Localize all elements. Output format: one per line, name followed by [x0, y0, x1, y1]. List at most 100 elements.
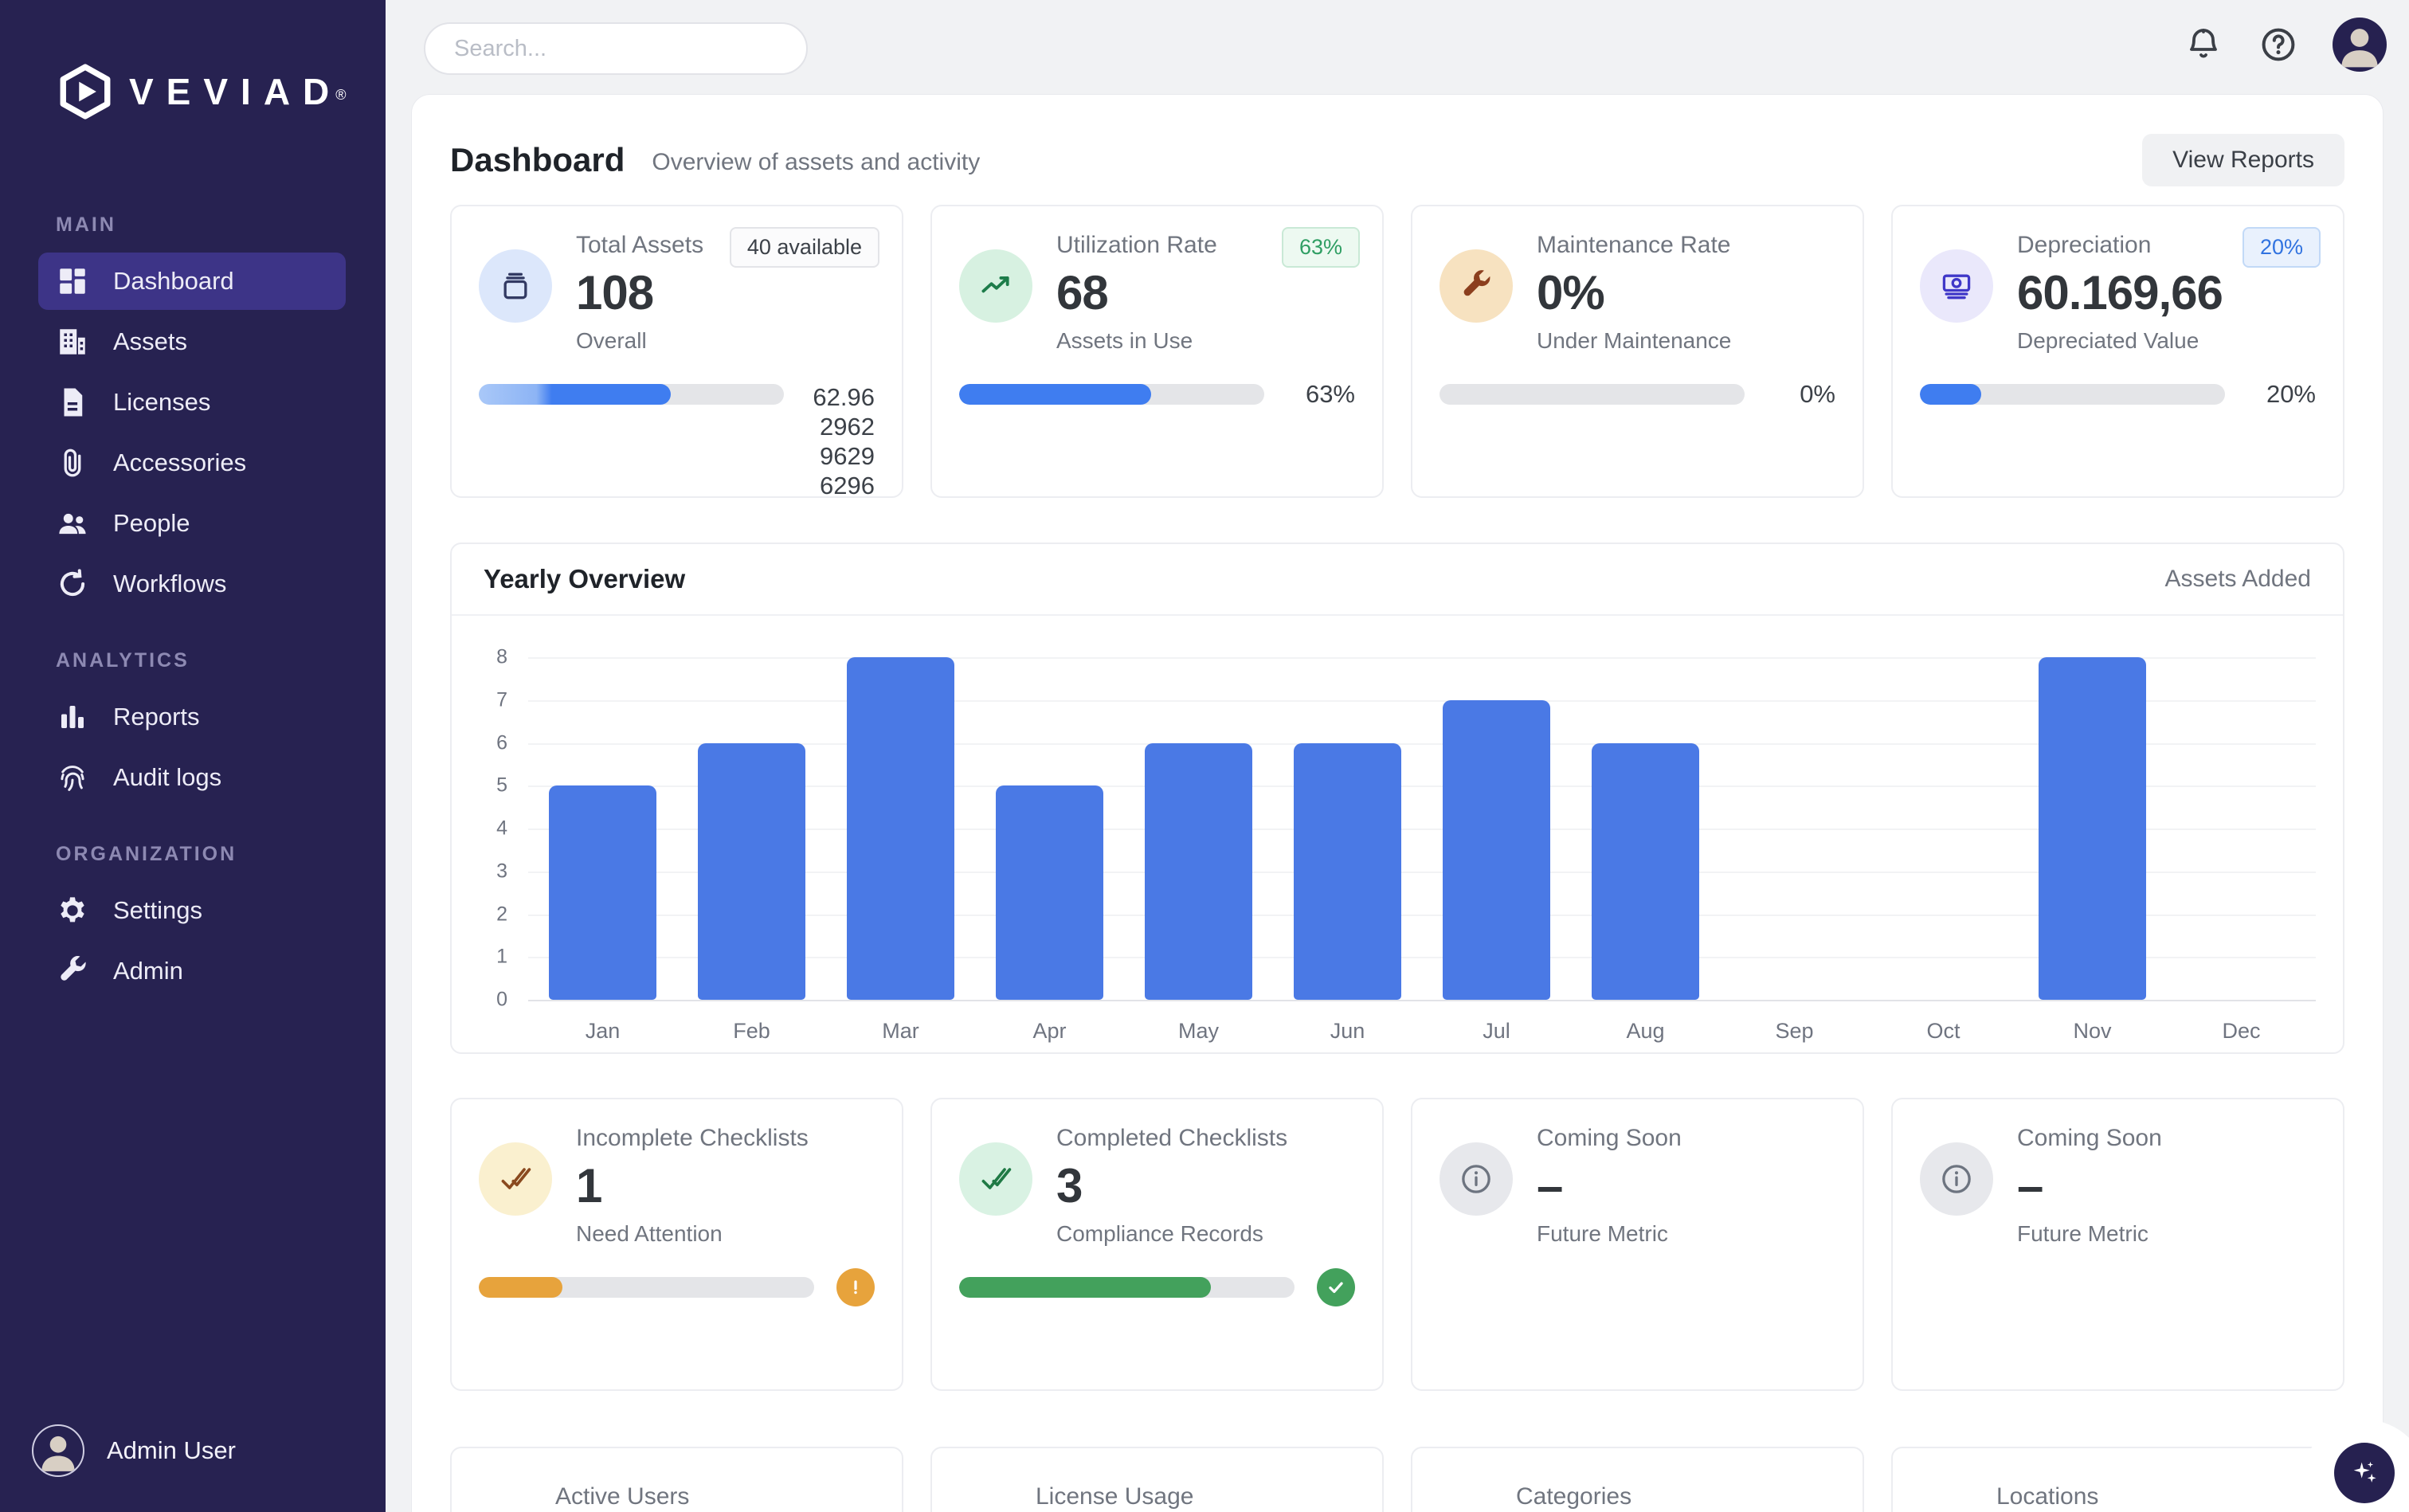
search-input[interactable] — [424, 22, 808, 75]
card-title: Maintenance Rate — [1537, 232, 1731, 259]
sidebar-item-workflows[interactable]: Workflows — [38, 555, 346, 613]
sidebar-item-assets[interactable]: Assets — [38, 313, 346, 370]
progress-value-label: 0% — [1765, 382, 1835, 406]
chart-y-tick-label: 7 — [496, 688, 507, 711]
chart-bar-may[interactable] — [1145, 743, 1252, 1001]
sidebar-item-label: People — [113, 509, 190, 538]
progress-track — [959, 1277, 1295, 1298]
chart-bar-nov[interactable] — [2039, 657, 2146, 1000]
card-title: Incomplete Checklists — [576, 1125, 809, 1152]
card-title: Depreciation — [2017, 232, 2223, 259]
bar-chart-icon — [56, 700, 89, 734]
card-sublabel: Need Attention — [576, 1221, 809, 1247]
user-avatar — [32, 1424, 84, 1477]
card-value: – — [1537, 1158, 1682, 1213]
chart-plot-area: 012345678 — [528, 627, 2316, 1000]
assistant-fab-button[interactable] — [2334, 1443, 2395, 1503]
logo-text: VEVIAD — [129, 71, 342, 112]
progress-fill — [959, 384, 1151, 405]
chart-bar-mar[interactable] — [847, 657, 954, 1000]
sidebar-user[interactable]: Admin User — [0, 1424, 386, 1512]
logo-registered-mark: ® — [335, 87, 346, 103]
stat-cards-row: 40 availableTotal Assets108Overall62.962… — [450, 205, 2344, 498]
notifications-bell-icon[interactable] — [2183, 24, 2224, 65]
sidebar-item-audit-logs[interactable]: Audit logs — [38, 749, 346, 806]
banknote-icon — [1920, 249, 1993, 323]
page-title: Dashboard — [450, 141, 625, 179]
chart-header: Yearly Overview Assets Added — [452, 544, 2343, 616]
progress-fill — [479, 384, 671, 405]
profile-avatar[interactable] — [2333, 18, 2387, 72]
sidebar-item-admin[interactable]: Admin — [38, 942, 346, 1000]
chart-x-tick-label: Apr — [975, 1013, 1124, 1044]
bar-slot-nov — [2018, 627, 2167, 1000]
sidebar-item-label: Reports — [113, 703, 200, 731]
sparkles-icon — [2348, 1457, 2380, 1489]
topbar-actions — [2183, 18, 2387, 72]
progress-row — [479, 1275, 875, 1306]
progress-track — [479, 384, 784, 405]
view-reports-button[interactable]: View Reports — [2142, 134, 2344, 186]
chart-y-tick-label: 3 — [496, 860, 507, 883]
info-icon — [1920, 1142, 1993, 1216]
people-icon — [56, 507, 89, 540]
chart-x-tick-label: Jun — [1273, 1013, 1422, 1044]
file-icon — [56, 386, 89, 419]
chart-bar-jun[interactable] — [1294, 743, 1401, 1001]
progress-track — [1440, 384, 1745, 405]
sidebar-item-label: Dashboard — [113, 267, 234, 296]
stat-card-total-assets: 40 availableTotal Assets108Overall62.962… — [450, 205, 903, 498]
progress-row: 63% — [959, 382, 1355, 406]
card-title: License Usage — [1036, 1483, 1355, 1510]
bar-slot-sep — [1720, 627, 1869, 1000]
chart-bar-jul[interactable] — [1443, 700, 1550, 1000]
yearly-overview-chart: Yearly Overview Assets Added 012345678 J… — [450, 543, 2344, 1054]
sidebar-item-people[interactable]: People — [38, 495, 346, 552]
check-circle-icon — [1317, 1268, 1355, 1306]
summary-card-active-users: Active Users4/4 — [450, 1447, 903, 1512]
card-title: Utilization Rate — [1056, 232, 1217, 259]
sidebar-item-dashboard[interactable]: Dashboard — [38, 253, 346, 310]
gear-icon — [56, 894, 89, 927]
chart-x-tick-label: May — [1124, 1013, 1273, 1044]
user-name: Admin User — [107, 1436, 236, 1465]
card-value: 0% — [1537, 265, 1731, 320]
progress-track — [1920, 384, 2225, 405]
chart-y-tick-label: 4 — [496, 817, 507, 840]
trend-up-icon — [959, 249, 1032, 323]
chart-x-tick-label: Jul — [1422, 1013, 1571, 1044]
sidebar-item-label: Settings — [113, 896, 202, 925]
progress-value-label: 63% — [1285, 382, 1355, 406]
summary-card-license-usage: License Usage0/0 — [930, 1447, 1384, 1512]
sidebar-item-licenses[interactable]: Licenses — [38, 374, 346, 431]
card-badge: 40 available — [730, 227, 879, 268]
stat-card-depreciation: 20%Depreciation60.169,66Depreciated Valu… — [1891, 205, 2344, 498]
chart-x-axis: JanFebMarAprMayJunJulAugSepOctNovDec — [528, 1013, 2316, 1044]
chart-bar-jan[interactable] — [549, 785, 656, 1000]
bar-slot-may — [1124, 627, 1273, 1000]
progress-row: 0% — [1440, 382, 1835, 406]
chart-gridline — [528, 1000, 2316, 1001]
summary-card-locations: Locations1 — [1891, 1447, 2344, 1512]
bar-slot-jun — [1273, 627, 1422, 1000]
sidebar-item-label: Assets — [113, 327, 187, 356]
chart-bars — [528, 627, 2316, 1000]
bar-slot-jan — [528, 627, 677, 1000]
card-sublabel: Assets in Use — [1056, 328, 1217, 354]
chart-bar-feb[interactable] — [698, 743, 805, 1001]
chart-bar-aug[interactable] — [1592, 743, 1699, 1001]
help-icon[interactable] — [2258, 24, 2299, 65]
sidebar-item-settings[interactable]: Settings — [38, 882, 346, 939]
chart-x-tick-label: Mar — [826, 1013, 975, 1044]
sidebar-item-accessories[interactable]: Accessories — [38, 434, 346, 492]
card-title: Categories — [1516, 1483, 1835, 1510]
sidebar-item-reports[interactable]: Reports — [38, 688, 346, 746]
chart-bar-apr[interactable] — [996, 785, 1103, 1000]
card-title: Locations — [1996, 1483, 2316, 1510]
bar-slot-feb — [677, 627, 826, 1000]
card-title: Coming Soon — [1537, 1125, 1682, 1152]
card-value: 3 — [1056, 1158, 1287, 1213]
bar-slot-dec — [2167, 627, 2316, 1000]
chart-body: 012345678 — [452, 616, 2343, 1000]
card-sublabel: Under Maintenance — [1537, 328, 1731, 354]
